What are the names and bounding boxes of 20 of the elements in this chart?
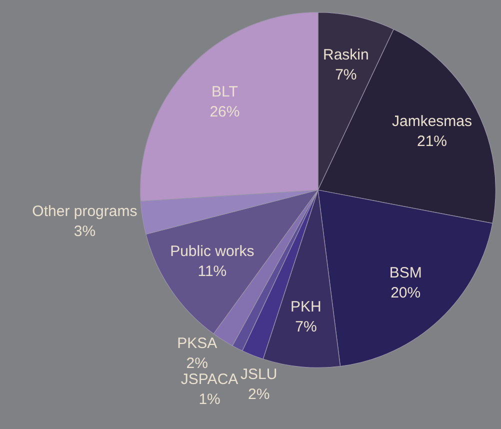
slice-label: BLT [212, 84, 238, 101]
slice-label: PKH [290, 298, 322, 316]
slice-label: JSPACA [180, 371, 238, 388]
data-label: 1% [198, 391, 220, 408]
data-label: 7% [295, 318, 317, 336]
slice-label: Jamkesmas [392, 113, 472, 130]
data-label: 20% [390, 284, 421, 302]
data-label: 26% [210, 104, 240, 121]
slice-label: PKSA [177, 335, 218, 352]
data-label: 2% [248, 386, 270, 403]
data-label: 3% [74, 223, 96, 240]
data-label: 21% [416, 133, 448, 150]
slice-label: JSLU [240, 366, 278, 383]
data-label: 7% [335, 66, 357, 84]
slice-label: BSM [389, 264, 422, 282]
slice-label: Raskin [322, 46, 369, 64]
slice-label: Other programs [32, 203, 138, 220]
data-label: 11% [198, 263, 227, 280]
slice-label: Public works [170, 243, 254, 260]
data-label: 2% [186, 355, 208, 372]
